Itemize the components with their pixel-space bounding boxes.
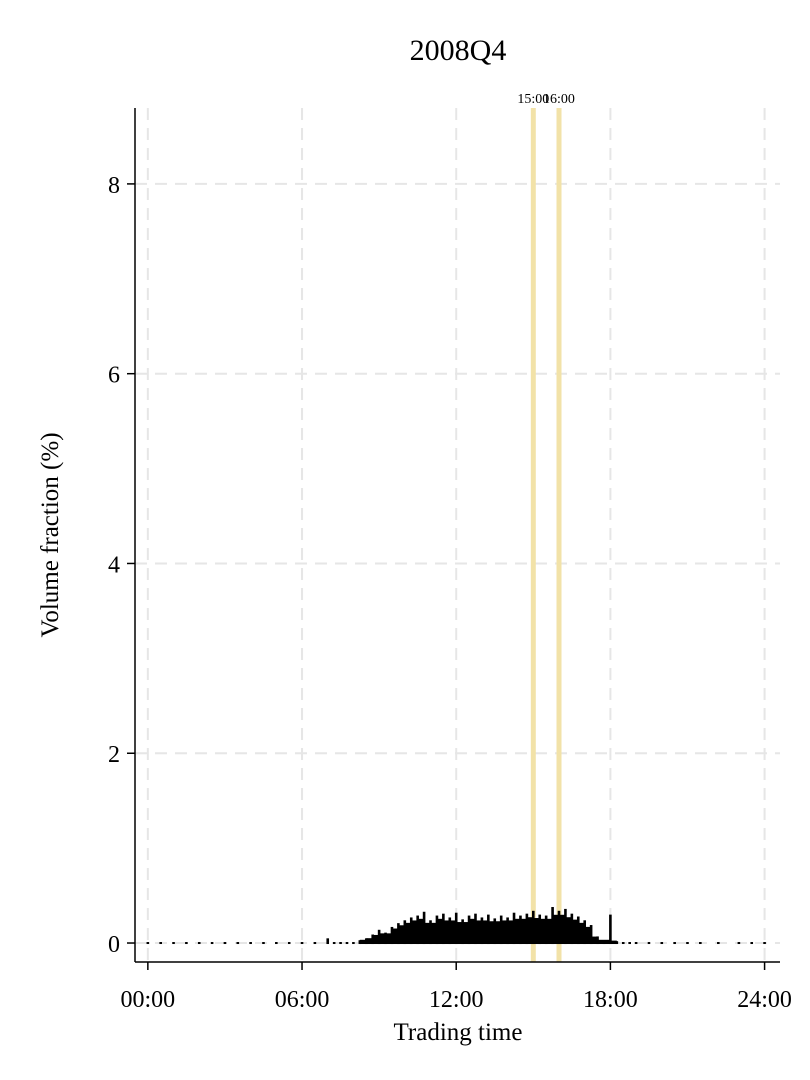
volume-bar-fill bbox=[546, 918, 553, 945]
x-axis-label: Trading time bbox=[394, 1019, 523, 1046]
chart-title: 2008Q4 bbox=[410, 34, 507, 67]
reference-line-label: 15:00 bbox=[517, 92, 549, 107]
x-tick-label: 00:00 bbox=[121, 987, 176, 1013]
volume-bar-fill bbox=[456, 922, 463, 945]
volume-bar-fill bbox=[366, 938, 373, 945]
volume-bar bbox=[634, 942, 638, 945]
volume-bars bbox=[146, 907, 766, 945]
y-tick-label: 0 bbox=[108, 932, 120, 958]
volume-bar bbox=[628, 942, 631, 945]
volume-bar-fill bbox=[526, 917, 534, 945]
volume-bar-fill bbox=[379, 933, 386, 945]
volume-bar-fill bbox=[424, 922, 431, 945]
volume-bar bbox=[750, 942, 754, 945]
volume-bar-fill bbox=[552, 914, 560, 945]
volume-bar-fill bbox=[449, 920, 457, 945]
volume-bar-fill bbox=[385, 933, 392, 945]
volume-bar-fill bbox=[559, 914, 566, 945]
y-tick-label: 4 bbox=[108, 552, 120, 578]
volume-bar-fill bbox=[359, 939, 367, 945]
volume-bar-fill bbox=[507, 920, 515, 945]
volume-bar-fill bbox=[488, 921, 495, 945]
volume-bar bbox=[609, 914, 612, 945]
volume-bar-fill bbox=[514, 918, 521, 945]
volume-bar bbox=[172, 942, 175, 945]
volume-bar bbox=[262, 942, 265, 945]
volume-bar-fill bbox=[578, 922, 585, 945]
volume-bar bbox=[275, 942, 278, 945]
volume-bar bbox=[647, 942, 651, 945]
volume-bar-fill bbox=[501, 920, 508, 945]
volume-bar-fill bbox=[533, 918, 540, 945]
volume-bar bbox=[699, 942, 702, 945]
volume-bar bbox=[287, 942, 291, 945]
volume-bar bbox=[326, 938, 330, 945]
volume-bar bbox=[352, 942, 355, 945]
volume-bar-fill bbox=[391, 928, 399, 945]
volume-bar-fill bbox=[443, 920, 450, 945]
grid-lines bbox=[135, 108, 780, 962]
volume-bar bbox=[146, 942, 150, 945]
y-tick-label: 6 bbox=[108, 363, 120, 389]
volume-bar bbox=[686, 942, 689, 945]
volume-bar bbox=[737, 942, 741, 945]
volume-bar-fill bbox=[436, 918, 444, 945]
volume-bar-fill bbox=[520, 918, 527, 945]
volume-bar-fill bbox=[398, 925, 405, 945]
volume-bar bbox=[313, 942, 317, 945]
x-tick-label: 18:00 bbox=[583, 987, 638, 1013]
y-tick-label: 2 bbox=[108, 742, 120, 768]
volume-bar-fill bbox=[565, 917, 572, 945]
volume-bar bbox=[236, 942, 240, 945]
volume-bar bbox=[332, 942, 336, 945]
y-axis-ticks: 0 2 4 6 8 bbox=[108, 173, 135, 958]
reference-line-label: 16:00 bbox=[543, 92, 575, 107]
x-axis-ticks: 00:00 06:00 12:00 18:00 24:00 bbox=[121, 962, 792, 1013]
volume-bar bbox=[621, 942, 625, 945]
x-tick-label: 06:00 bbox=[275, 987, 330, 1013]
volume-bar bbox=[223, 942, 227, 945]
volume-bar-fill bbox=[475, 920, 482, 945]
volume-bar bbox=[673, 942, 676, 945]
volume-bar-fill bbox=[603, 939, 611, 945]
volume-bar-fill bbox=[372, 934, 380, 945]
volume-bar-fill bbox=[411, 920, 418, 945]
volume-bar-fill bbox=[430, 922, 437, 945]
volume-bar bbox=[763, 942, 766, 945]
volume-bar bbox=[339, 942, 342, 945]
volume-bar-fill bbox=[469, 918, 476, 945]
volume-bar bbox=[717, 942, 720, 945]
volume-bar bbox=[300, 942, 304, 945]
volume-bar-fill bbox=[462, 922, 470, 945]
axes bbox=[134, 108, 780, 963]
volume-bar bbox=[210, 942, 214, 945]
y-axis-label: Volume fraction (%) bbox=[37, 432, 64, 637]
volume-bar-fill bbox=[404, 922, 412, 945]
volume-bar-fill bbox=[571, 919, 579, 945]
volume-bar bbox=[159, 942, 162, 945]
volume-bar bbox=[249, 942, 252, 945]
volume-bar-fill bbox=[591, 936, 598, 945]
volume-bar bbox=[660, 942, 664, 945]
volume-bar-fill bbox=[481, 920, 489, 945]
volume-bar-fill bbox=[597, 939, 604, 945]
volume-bar-fill bbox=[610, 940, 617, 945]
volume-bar-fill bbox=[584, 926, 592, 945]
volume-bar bbox=[345, 942, 349, 945]
volume-bar bbox=[197, 942, 201, 945]
x-tick-label: 24:00 bbox=[737, 987, 792, 1013]
y-tick-label: 8 bbox=[108, 173, 120, 199]
volume-bar-fill bbox=[539, 918, 547, 945]
x-tick-label: 12:00 bbox=[429, 987, 484, 1013]
volume-bar bbox=[185, 942, 188, 945]
volume-bar-fill bbox=[494, 921, 502, 945]
volume-bar-fill bbox=[417, 918, 425, 945]
